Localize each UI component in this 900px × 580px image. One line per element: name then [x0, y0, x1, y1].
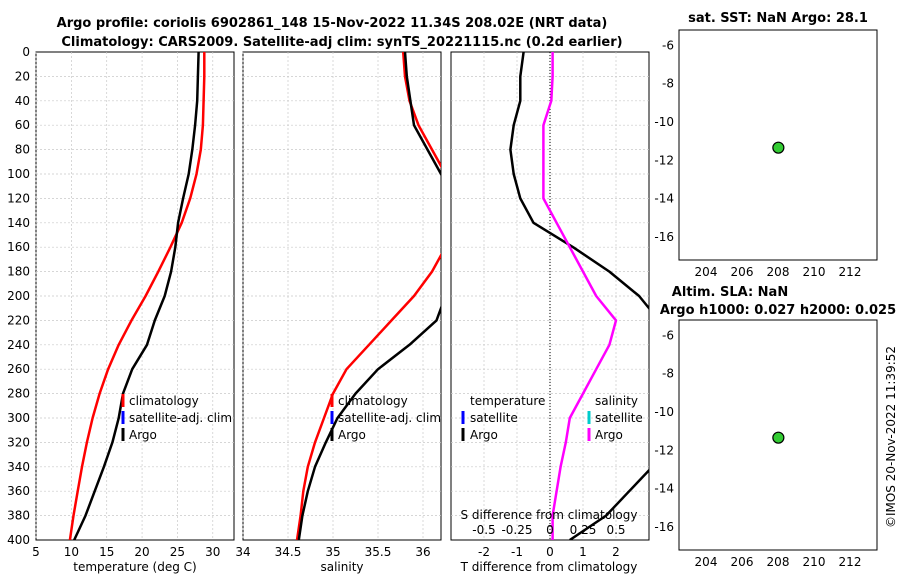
depth-tick-label: 320	[7, 435, 30, 449]
depth-tick-label: 40	[15, 94, 30, 108]
depth-tick-label: 380	[7, 509, 30, 523]
legend-argo-label: Argo	[338, 428, 366, 442]
title-line-2: Climatology: CARS2009. Satellite-adj cli…	[61, 35, 622, 50]
map-lat-tick: -16	[654, 520, 674, 534]
depth-tick-label: 120	[7, 191, 30, 205]
map-lon-tick: 212	[839, 265, 862, 279]
depth-tick-label: 180	[7, 265, 30, 279]
legend-climatology-label: climatology	[129, 394, 199, 408]
x-tick-label: 35	[325, 545, 340, 559]
map-lat-tick: -6	[662, 328, 674, 342]
depth-tick-label: 240	[7, 338, 30, 352]
map-lat-tick: -8	[662, 367, 674, 381]
sst-float-marker	[772, 141, 785, 154]
legend-s-satellite-label: satellite	[595, 411, 643, 425]
map-lon-tick: 208	[767, 265, 790, 279]
depth-tick-label: 360	[7, 484, 30, 498]
map-lat-tick: -8	[662, 77, 674, 91]
map-lon-tick: 208	[767, 555, 790, 569]
map-lon-tick: 204	[695, 265, 718, 279]
x-tick-label: 20	[134, 545, 149, 559]
legend-t-title: temperature	[470, 394, 545, 408]
depth-tick-label: 80	[15, 143, 30, 157]
sla-float-marker	[772, 431, 785, 444]
series-line-s-difference-argo-	[542, 52, 618, 540]
x-tick-label: 36	[415, 545, 430, 559]
series-line-climatology	[295, 52, 441, 540]
sst-panel-title: sat. SST: NaN Argo: 28.1	[688, 11, 868, 26]
map-lon-tick: 210	[803, 555, 826, 569]
legend-t-argo-label: Argo	[470, 428, 498, 442]
x-tick-label: 2	[612, 545, 620, 559]
legend-argo-label: Argo	[129, 428, 157, 442]
map-lat-tick: -12	[654, 443, 674, 457]
t-difference-legend: temperature satellite Argo	[461, 394, 545, 442]
x-tick-label: 10	[64, 545, 79, 559]
depth-tick-label: 400	[7, 533, 30, 547]
depth-tick-label: 100	[7, 167, 30, 181]
depth-tick-label: 340	[7, 460, 30, 474]
legend-satellite-label: satellite-adj. clim	[338, 411, 441, 425]
difference-xlabel: T difference from climatology	[460, 560, 638, 574]
s-tick-label: -0.25	[501, 523, 532, 537]
map-lon-tick: 206	[731, 555, 754, 569]
map-lat-tick: -12	[654, 153, 674, 167]
depth-tick-label: 200	[7, 289, 30, 303]
s-difference-label: S difference from climatology	[461, 508, 638, 522]
s-tick-label: 0.25	[570, 523, 597, 537]
map-lat-tick: -10	[654, 115, 674, 129]
depth-tick-label: 60	[15, 118, 30, 132]
series-line-t-difference-argo-	[509, 52, 649, 540]
series-line-argo	[73, 52, 200, 540]
title-line-1: Argo profile: coriolis 6902861_148 15-No…	[57, 16, 608, 31]
x-tick-label: 1	[579, 545, 587, 559]
map-lon-tick: 212	[839, 555, 862, 569]
legend-climatology-label: climatology	[338, 394, 408, 408]
depth-tick-label: 20	[15, 69, 30, 83]
imos-watermark: ©IMOS 20-Nov-2022 11:39:52	[884, 346, 898, 528]
x-tick-label: 0	[546, 545, 554, 559]
s-tick-label: -0.5	[472, 523, 495, 537]
map-lat-tick: -14	[654, 482, 674, 496]
x-tick-label: 34.5	[275, 545, 302, 559]
x-tick-label: 25	[170, 545, 185, 559]
x-tick-label: 30	[205, 545, 220, 559]
map-lon-tick: 204	[695, 555, 718, 569]
x-tick-label: -2	[478, 545, 490, 559]
x-tick-label: 34	[235, 545, 250, 559]
salinity-xlabel: salinity	[320, 560, 363, 574]
depth-tick-label: 160	[7, 240, 30, 254]
map-lat-tick: -6	[662, 38, 674, 52]
x-tick-label: 15	[99, 545, 114, 559]
depth-tick-label: 220	[7, 313, 30, 327]
x-tick-label: 35.5	[365, 545, 392, 559]
map-lat-tick: -14	[654, 192, 674, 206]
map-lat-tick: -10	[654, 405, 674, 419]
sla-panel-title-1: Altim. SLA: NaN	[672, 285, 788, 300]
legend-s-argo-label: Argo	[595, 428, 623, 442]
map-lon-tick: 206	[731, 265, 754, 279]
depth-tick-label: 300	[7, 411, 30, 425]
map-lon-tick: 210	[803, 265, 826, 279]
s-difference-legend: salinity satellite Argo	[587, 394, 643, 442]
depth-tick-label: 0	[22, 45, 30, 59]
depth-tick-label: 140	[7, 216, 30, 230]
salinity-legend: climatology satellite-adj. clim Argo	[330, 394, 441, 442]
map-lat-tick: -16	[654, 230, 674, 244]
legend-s-title: salinity	[595, 394, 638, 408]
series-line-climatology	[68, 52, 206, 540]
x-tick-label: 5	[32, 545, 40, 559]
sla-panel-title-2: Argo h1000: 0.027 h2000: 0.025	[660, 303, 896, 318]
s-tick-label: 0	[546, 523, 554, 537]
legend-satellite-label: satellite-adj. clim	[129, 411, 232, 425]
series-line-argo	[297, 52, 441, 540]
s-tick-label: 0.5	[606, 523, 625, 537]
temperature-legend: climatology satellite-adj. clim Argo	[121, 394, 232, 442]
legend-t-satellite-label: satellite	[470, 411, 518, 425]
depth-tick-label: 260	[7, 362, 30, 376]
depth-tick-label: 280	[7, 387, 30, 401]
temperature-xlabel: temperature (deg C)	[73, 560, 196, 574]
x-tick-label: -1	[511, 545, 523, 559]
